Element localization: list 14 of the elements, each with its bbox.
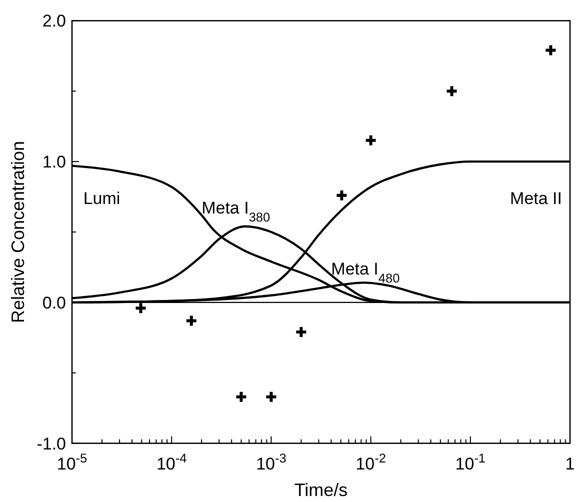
x-tick-label: 10$^{-1}$ xyxy=(455,450,486,474)
x-tick-label: 10$^{-3}$ xyxy=(256,450,286,474)
y-axis-title: Relative Concentration xyxy=(8,140,28,324)
series-label: Meta II xyxy=(510,188,562,208)
x-axis-title: Time/s xyxy=(294,480,348,500)
y-tick-label: 1.0 xyxy=(42,152,66,172)
x-tick-label: 10$^{-4}$ xyxy=(156,450,187,474)
y-tick-label: 2.0 xyxy=(42,12,66,31)
x-tick-label: 10$^{-2}$ xyxy=(356,450,386,474)
series-label: Meta I$_{480}$ xyxy=(331,259,400,285)
series-label: Lumi xyxy=(83,188,120,208)
y-tick-label: 0.0 xyxy=(42,293,66,312)
x-tick-label: 1 xyxy=(565,454,575,474)
series-label: Meta I$_{380}$ xyxy=(202,198,270,224)
